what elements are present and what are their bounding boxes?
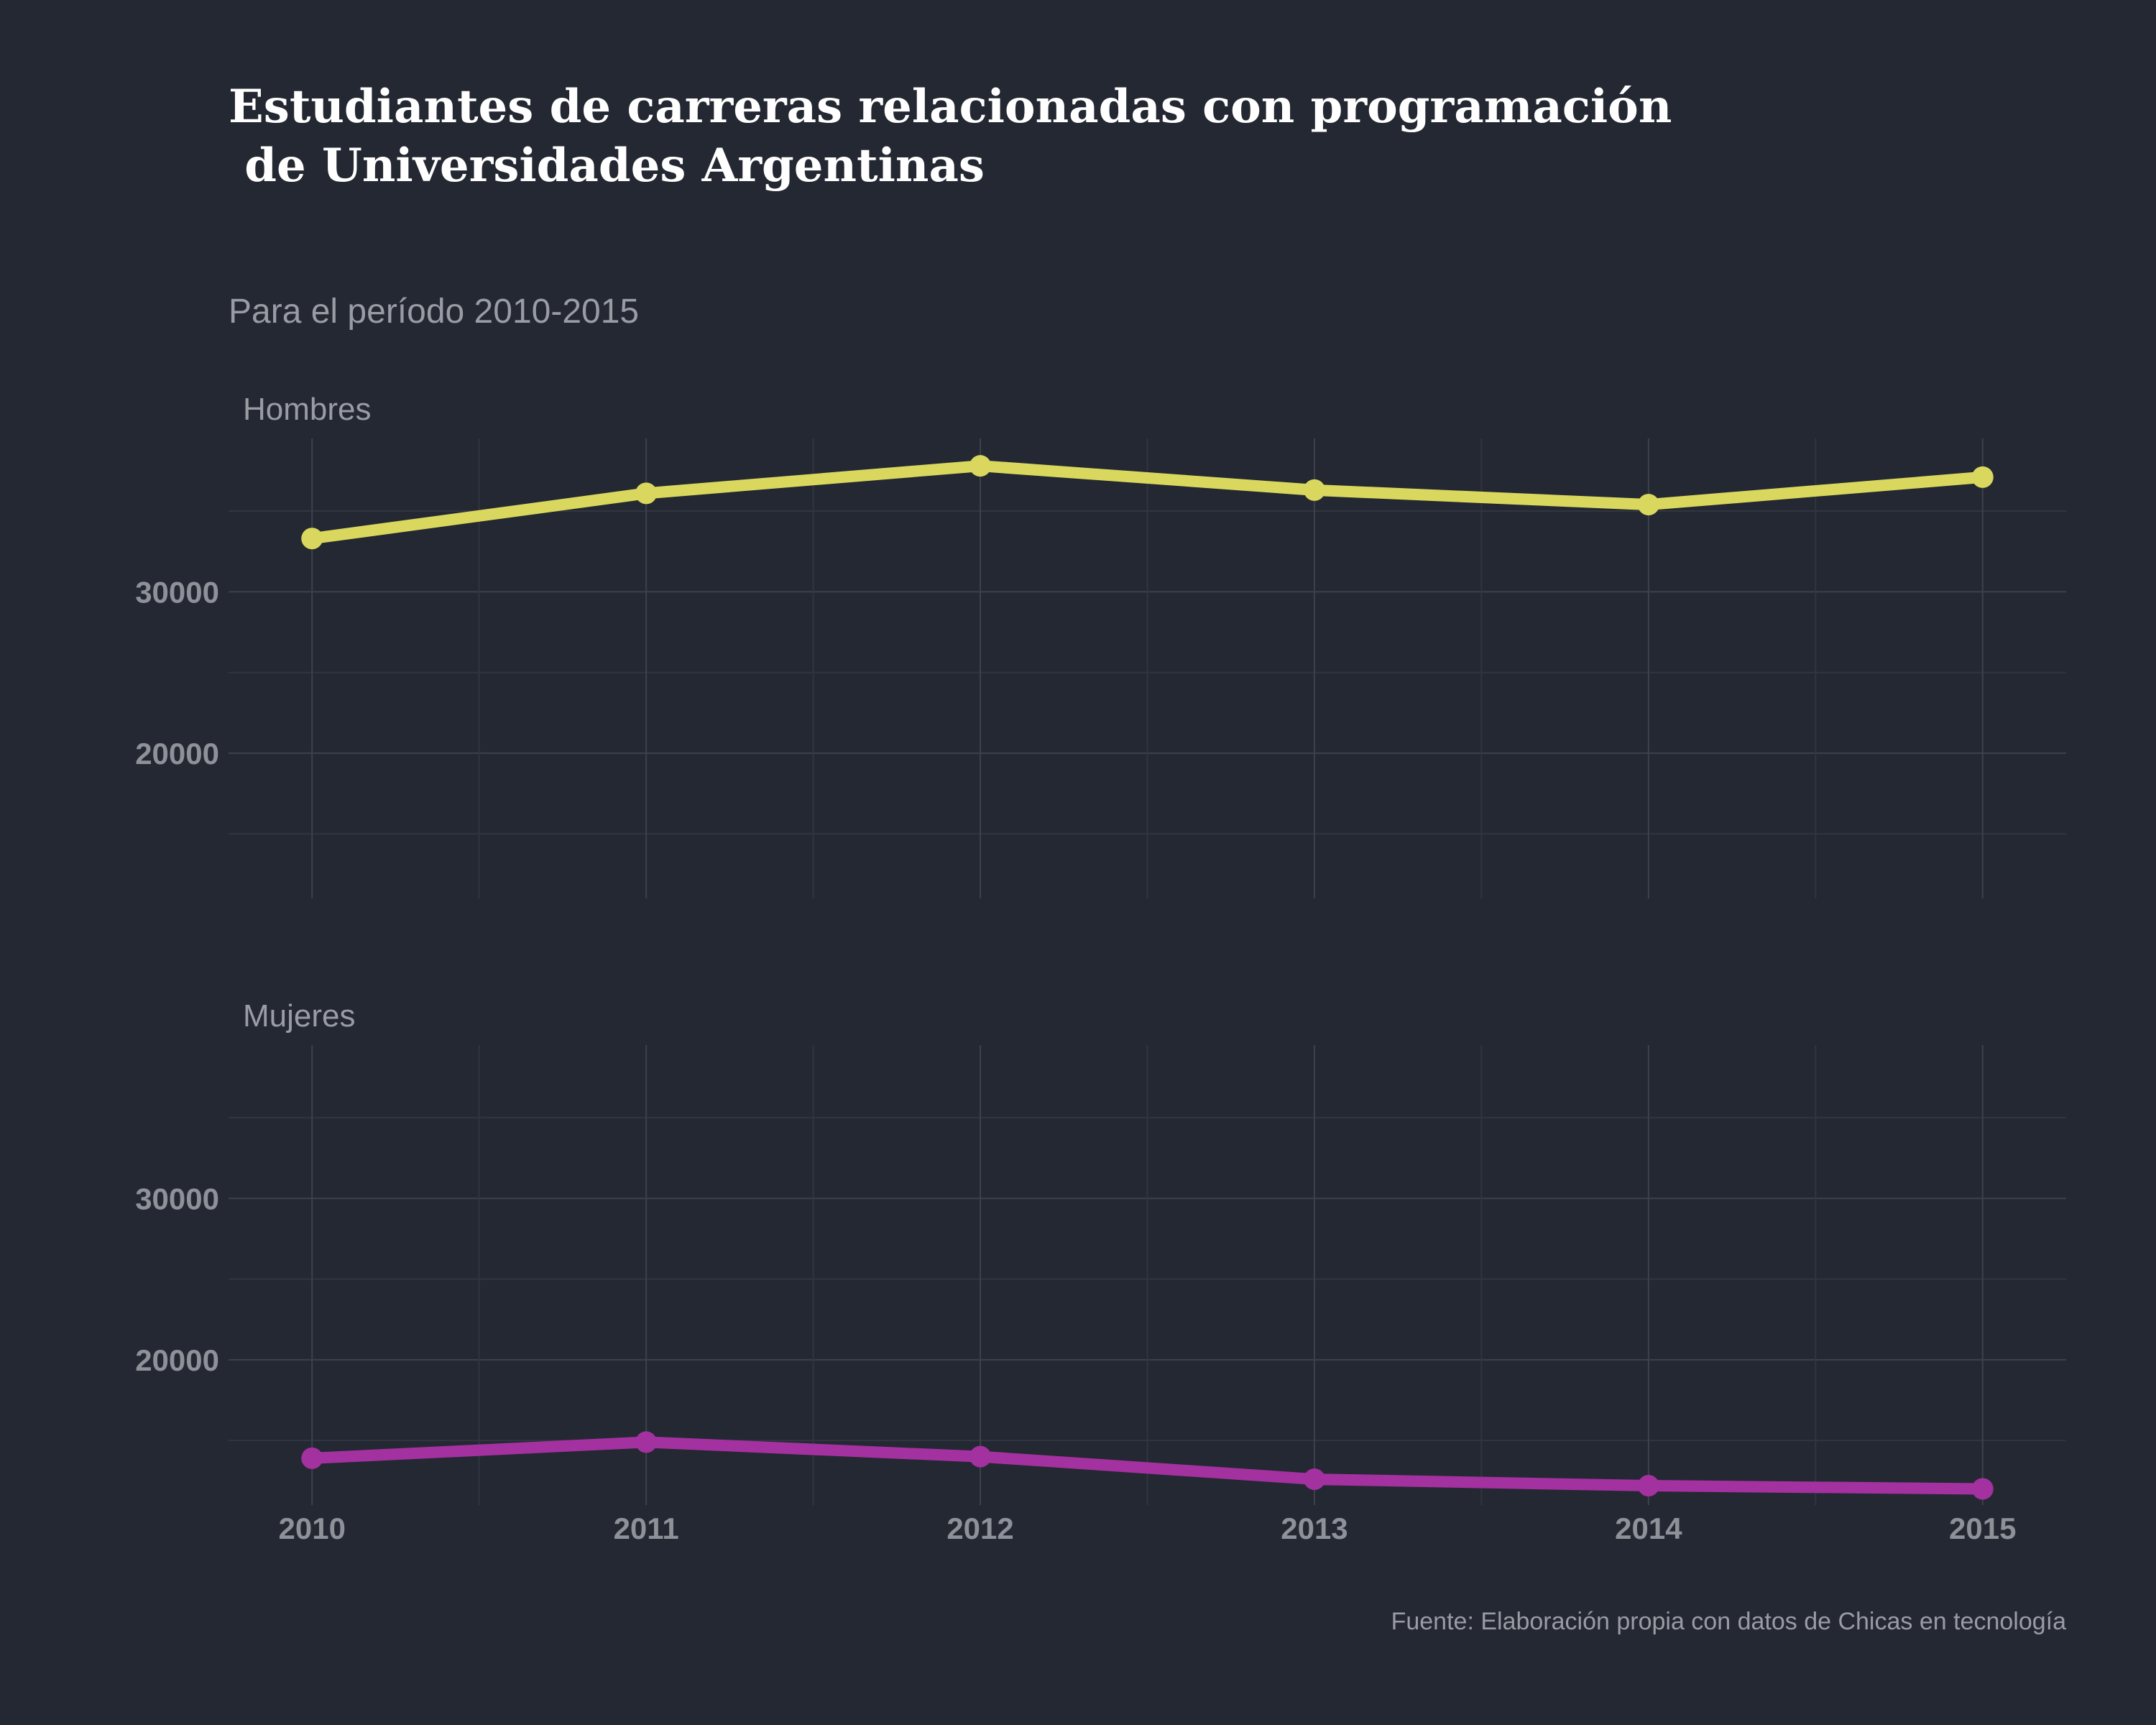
data-point-mujeres-2011 bbox=[635, 1431, 658, 1453]
x-tick-label: 2010 bbox=[279, 1512, 346, 1545]
x-tick-label: 2013 bbox=[1281, 1512, 1348, 1545]
data-point-hombres-2010 bbox=[301, 528, 323, 550]
data-point-hombres-2012 bbox=[969, 455, 992, 477]
data-point-hombres-2014 bbox=[1637, 494, 1659, 516]
panel-mujeres: Mujeres 20000 30000 2010 2011 2012 2013 2014 201… bbox=[135, 998, 2066, 1545]
x-tick-label: 2012 bbox=[946, 1512, 1013, 1545]
data-point-hombres-2015 bbox=[1971, 466, 1994, 488]
data-point-hombres-2011 bbox=[635, 482, 658, 505]
chart-subtitle: Para el período 2010-2015 bbox=[229, 293, 639, 331]
chart-caption: Fuente: Elaboración propia con datos de … bbox=[1391, 1608, 2066, 1635]
data-point-mujeres-2010 bbox=[301, 1447, 323, 1469]
series-line-hombres bbox=[306, 460, 1989, 545]
y-tick-label: 20000 bbox=[135, 1343, 219, 1377]
x-tick-label: 2014 bbox=[1615, 1512, 1682, 1545]
series-line-mujeres bbox=[306, 1436, 1989, 1495]
y-tick-label: 30000 bbox=[135, 1182, 219, 1215]
chart-title-line-2: de Universidades Argentinas bbox=[229, 139, 985, 193]
y-tick-label: 20000 bbox=[135, 737, 219, 770]
data-point-mujeres-2014 bbox=[1637, 1475, 1659, 1497]
chart-title-line-1: Estudiantes de carreras relacionadas con… bbox=[229, 80, 1672, 134]
data-point-mujeres-2012 bbox=[969, 1445, 992, 1468]
data-point-hombres-2013 bbox=[1303, 479, 1325, 501]
x-tick-label: 2011 bbox=[614, 1512, 679, 1545]
x-tick-label: 2015 bbox=[1949, 1512, 2016, 1545]
panel-hombres: Hombres 20000 30000 bbox=[135, 392, 2066, 898]
data-point-mujeres-2013 bbox=[1303, 1468, 1325, 1491]
data-point-mujeres-2015 bbox=[1971, 1478, 1994, 1500]
panel-label-hombres: Hombres bbox=[243, 392, 372, 427]
y-tick-label: 30000 bbox=[135, 575, 219, 609]
panel-label-mujeres: Mujeres bbox=[243, 998, 356, 1034]
facet-panels: Hombres 20000 30000 Mujeres 20000 30000 2010 20… bbox=[135, 392, 2066, 1545]
